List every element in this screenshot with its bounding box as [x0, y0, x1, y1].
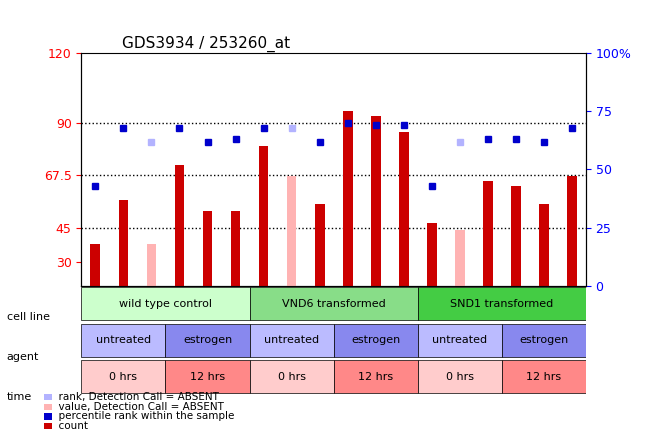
FancyBboxPatch shape	[418, 324, 502, 357]
FancyBboxPatch shape	[249, 287, 418, 320]
FancyBboxPatch shape	[333, 324, 418, 357]
FancyBboxPatch shape	[81, 361, 165, 393]
Text: count: count	[52, 421, 88, 431]
Text: untreated: untreated	[432, 335, 488, 345]
Text: GDS3934 / 253260_at: GDS3934 / 253260_at	[122, 36, 290, 52]
FancyBboxPatch shape	[165, 361, 249, 393]
Text: time: time	[7, 392, 32, 402]
FancyBboxPatch shape	[81, 324, 165, 357]
Bar	[455, 230, 465, 285]
Bar	[202, 211, 212, 285]
Text: 0 hrs: 0 hrs	[109, 372, 137, 382]
Text: agent: agent	[7, 353, 39, 362]
Bar	[146, 244, 156, 285]
Bar	[427, 223, 437, 285]
Bar	[511, 186, 521, 285]
Bar	[230, 211, 240, 285]
Text: wild type control: wild type control	[119, 299, 212, 309]
Text: estrogen: estrogen	[351, 335, 400, 345]
Text: value, Detection Call = ABSENT: value, Detection Call = ABSENT	[52, 402, 224, 412]
Bar	[539, 204, 549, 285]
Text: estrogen: estrogen	[519, 335, 568, 345]
Bar	[90, 244, 100, 285]
FancyBboxPatch shape	[418, 287, 586, 320]
Bar	[342, 111, 353, 285]
Text: cell line: cell line	[7, 313, 49, 322]
Text: VND6 transformed: VND6 transformed	[282, 299, 385, 309]
Bar	[174, 165, 184, 285]
Text: rank, Detection Call = ABSENT: rank, Detection Call = ABSENT	[52, 392, 219, 402]
Text: 12 hrs: 12 hrs	[358, 372, 393, 382]
FancyBboxPatch shape	[418, 361, 502, 393]
Text: 12 hrs: 12 hrs	[190, 372, 225, 382]
Bar	[399, 132, 409, 285]
FancyBboxPatch shape	[333, 361, 418, 393]
FancyBboxPatch shape	[502, 361, 586, 393]
Bar	[118, 200, 128, 285]
Bar	[314, 204, 325, 285]
Bar	[483, 181, 493, 285]
Text: SND1 transformed: SND1 transformed	[450, 299, 553, 309]
Text: percentile rank within the sample: percentile rank within the sample	[52, 412, 234, 421]
Bar	[371, 116, 381, 285]
Text: 0 hrs: 0 hrs	[277, 372, 305, 382]
Bar	[567, 176, 577, 285]
Bar	[258, 146, 268, 285]
Text: estrogen: estrogen	[183, 335, 232, 345]
Text: 12 hrs: 12 hrs	[526, 372, 561, 382]
FancyBboxPatch shape	[165, 324, 249, 357]
FancyBboxPatch shape	[249, 324, 333, 357]
Text: untreated: untreated	[264, 335, 319, 345]
FancyBboxPatch shape	[249, 361, 333, 393]
Bar	[286, 176, 296, 285]
FancyBboxPatch shape	[502, 324, 586, 357]
Text: untreated: untreated	[96, 335, 151, 345]
FancyBboxPatch shape	[81, 287, 249, 320]
Text: 0 hrs: 0 hrs	[446, 372, 474, 382]
